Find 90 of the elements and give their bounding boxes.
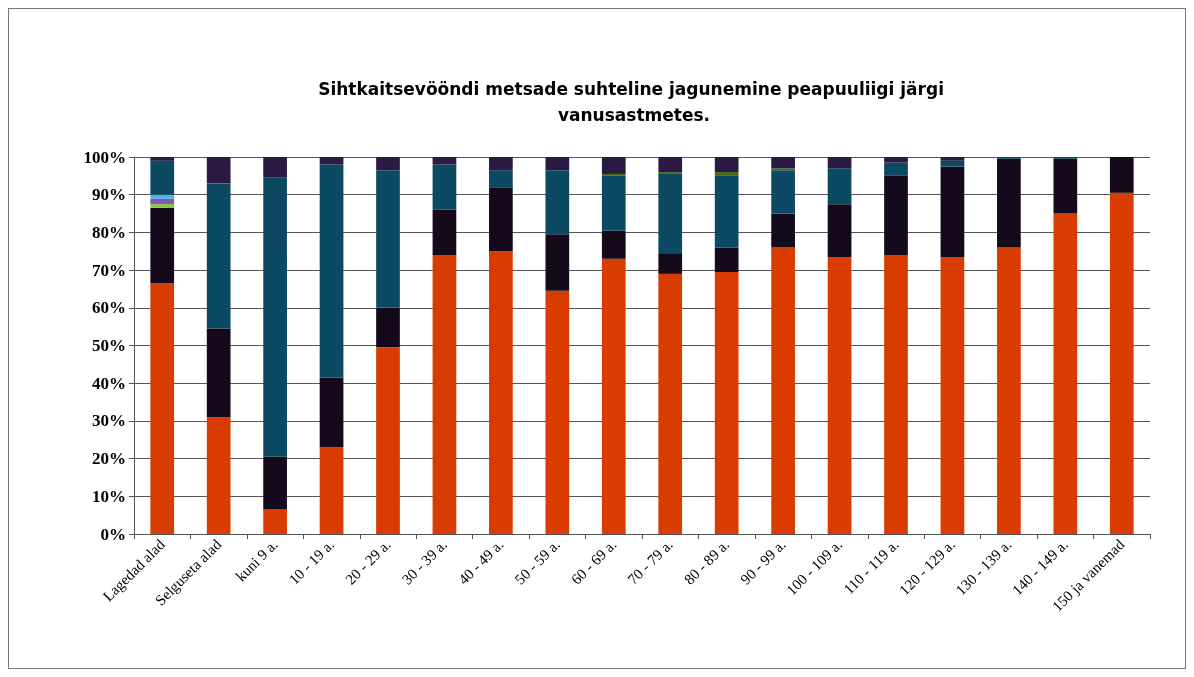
x-tick-label: kuni 9 a. (232, 536, 281, 585)
bar (658, 173, 683, 254)
x-tick-label: 90 - 99 a. (737, 536, 789, 588)
bar (319, 157, 344, 165)
bar (601, 230, 626, 259)
bar (206, 157, 231, 184)
y-tick-label: 0% (100, 524, 126, 544)
y-tick-label: 50% (92, 336, 126, 355)
bar (150, 204, 175, 208)
bar (376, 170, 400, 308)
bar (714, 157, 739, 173)
bar (658, 157, 683, 173)
bar (884, 162, 908, 176)
bar (206, 328, 231, 418)
bar (827, 157, 852, 169)
bar (771, 157, 795, 169)
bar (263, 157, 287, 178)
bar (1109, 192, 1134, 534)
bar (940, 166, 965, 257)
bar (545, 170, 570, 235)
bar (940, 157, 965, 161)
bar (884, 255, 908, 534)
bar (1053, 213, 1078, 534)
y-tick-label: 90% (92, 185, 126, 205)
bar (432, 157, 457, 165)
bar (545, 157, 570, 171)
bar (771, 247, 795, 534)
bar (489, 157, 513, 171)
bar (489, 170, 513, 188)
bar (997, 247, 1021, 534)
chart-title: Sihtkaitsevööndi metsade suhteline jagunemine peapuuliigi järgi vanusastmetes. (318, 79, 950, 125)
bar (997, 158, 1021, 248)
bar (150, 160, 175, 195)
bar (601, 258, 626, 534)
y-tick-label: 80% (92, 222, 126, 242)
bar (319, 447, 344, 534)
bar (714, 175, 739, 248)
bar (545, 234, 570, 291)
bar (489, 187, 513, 252)
bar (489, 251, 513, 534)
bar (150, 157, 175, 161)
bar (206, 417, 231, 534)
bar (263, 456, 287, 510)
bar (940, 256, 965, 534)
bar (658, 253, 683, 274)
bar (263, 177, 287, 457)
bar (150, 207, 175, 284)
bar (714, 247, 739, 272)
y-tick-label: 100% (83, 147, 126, 167)
x-tick-label: 20 - 29 a. (342, 536, 394, 588)
bar (601, 175, 626, 231)
bar (884, 175, 908, 256)
x-tick-label: 60 - 69 a. (568, 536, 620, 588)
bar (714, 271, 739, 534)
y-tick-label: 40% (92, 373, 126, 393)
bar (771, 170, 795, 214)
bar (432, 255, 457, 534)
bar (376, 157, 400, 171)
bar (827, 256, 852, 534)
bar (545, 290, 570, 534)
x-tick-label: 30 - 39 a. (398, 536, 451, 588)
x-tick-label: 50 - 59 a. (511, 536, 563, 588)
bar (263, 509, 287, 534)
bar (658, 273, 683, 534)
bar (1109, 157, 1134, 193)
y-tick-label: 60% (92, 298, 126, 318)
bar (432, 209, 457, 256)
bar (319, 164, 344, 378)
bar (319, 377, 344, 448)
bar (432, 164, 457, 210)
x-tick-label: 80 - 89 a. (680, 536, 733, 588)
bar (150, 283, 175, 534)
x-tick-label: 40 - 49 a. (455, 536, 507, 588)
x-tick-label: 10 - 19 a. (285, 536, 338, 588)
bar (206, 183, 231, 329)
x-tick-label: 70 - 79 a. (624, 536, 676, 588)
bar (150, 198, 175, 205)
y-tick-label: 70% (92, 260, 126, 280)
y-tick-label: 10% (92, 486, 126, 506)
bar (376, 307, 400, 348)
bar (771, 213, 795, 248)
bar (1053, 158, 1078, 214)
bar (884, 157, 908, 163)
bar (601, 157, 626, 174)
bar (827, 168, 852, 205)
y-tick-label: 30% (92, 411, 126, 431)
y-tick-label: 20% (92, 449, 126, 469)
bar (714, 172, 739, 176)
bar (827, 204, 852, 257)
bar (376, 347, 400, 534)
